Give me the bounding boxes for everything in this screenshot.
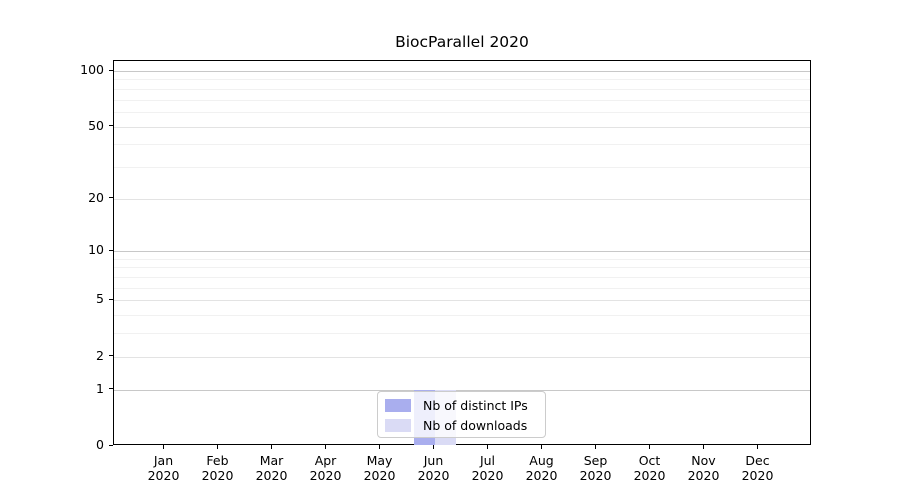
- x-tick-label-aug: Aug 2020: [525, 453, 558, 483]
- gridline-y-7: [114, 277, 810, 279]
- plot-area: [113, 60, 811, 445]
- x-tick-label-may: May 2020: [363, 453, 396, 483]
- gridline-y-60: [114, 111, 810, 113]
- gridline-y-70: [114, 99, 810, 101]
- x-tick-label-sep: Sep 2020: [579, 453, 612, 483]
- legend: Nb of distinct IPs Nb of downloads: [377, 391, 546, 438]
- y-tick-label-5: 5: [96, 291, 104, 307]
- y-tick-0: [109, 444, 113, 446]
- x-tick-label-apr: Apr 2020: [309, 453, 342, 483]
- y-tick-2: [109, 355, 113, 357]
- legend-swatch-distinct-ips-icon: [385, 399, 411, 412]
- y-tick-label-100: 100: [80, 62, 104, 77]
- gridline-y-30: [114, 166, 810, 168]
- x-tick-may: [378, 445, 381, 449]
- x-tick-jul: [486, 445, 489, 449]
- x-tick-label-jan: Jan 2020: [147, 453, 180, 483]
- y-tick-10: [109, 249, 113, 251]
- gridline-y-2: [114, 356, 810, 358]
- legend-item-downloads: Nb of downloads: [385, 416, 538, 435]
- x-tick-label-jun: Jun 2020: [417, 453, 450, 483]
- x-tick-sep: [594, 445, 597, 449]
- y-tick-1: [109, 388, 113, 390]
- legend-item-distinct-ips: Nb of distinct IPs: [385, 396, 538, 415]
- x-tick-label-feb: Feb 2020: [201, 453, 234, 483]
- x-tick-jan: [162, 445, 165, 449]
- y-tick-label-10: 10: [88, 242, 104, 258]
- x-tick-dec: [756, 445, 759, 449]
- legend-label-distinct-ips: Nb of distinct IPs: [423, 398, 528, 413]
- gridline-y-20: [114, 198, 810, 200]
- chart-title: BiocParallel 2020: [395, 33, 529, 51]
- gridline-y-5: [114, 300, 810, 302]
- x-tick-label-jul: Jul 2020: [471, 453, 504, 483]
- y-tick-label-2: 2: [96, 347, 104, 363]
- y-tick-20: [109, 197, 113, 199]
- gridline-y-90: [114, 79, 810, 81]
- x-tick-jun: [432, 445, 435, 449]
- y-tick-50: [109, 125, 113, 127]
- x-tick-nov: [702, 445, 705, 449]
- y-tick-label-0: 0: [96, 437, 104, 452]
- x-tick-label-oct: Oct 2020: [633, 453, 666, 483]
- x-tick-label-dec: Dec 2020: [741, 453, 774, 483]
- legend-swatch-downloads-icon: [385, 419, 411, 432]
- gridline-y-1: [114, 389, 810, 391]
- y-tick-100: [109, 69, 113, 71]
- gridline-y-40: [114, 144, 810, 146]
- x-tick-aug: [540, 445, 543, 449]
- gridline-y-8: [114, 267, 810, 269]
- x-tick-apr: [324, 445, 327, 449]
- y-tick-label-50: 50: [88, 117, 104, 133]
- gridline-y-100: [114, 71, 810, 72]
- gridline-y-3: [114, 333, 810, 335]
- gridline-y-6: [114, 287, 810, 289]
- y-tick-5: [109, 298, 113, 301]
- x-tick-oct: [648, 445, 651, 449]
- y-tick-label-1: 1: [96, 380, 104, 396]
- gridline-y-4: [114, 315, 810, 317]
- x-tick-mar: [270, 445, 273, 449]
- x-tick-label-nov: Nov 2020: [687, 453, 720, 483]
- x-tick-label-mar: Mar 2020: [255, 453, 288, 483]
- x-tick-feb: [216, 445, 219, 449]
- y-tick-label-20: 20: [88, 189, 104, 205]
- gridline-y-10: [114, 251, 810, 253]
- gridline-y-80: [114, 88, 810, 90]
- gridline-y-50: [114, 126, 810, 128]
- gridline-y-9: [114, 258, 810, 260]
- legend-label-downloads: Nb of downloads: [423, 418, 528, 433]
